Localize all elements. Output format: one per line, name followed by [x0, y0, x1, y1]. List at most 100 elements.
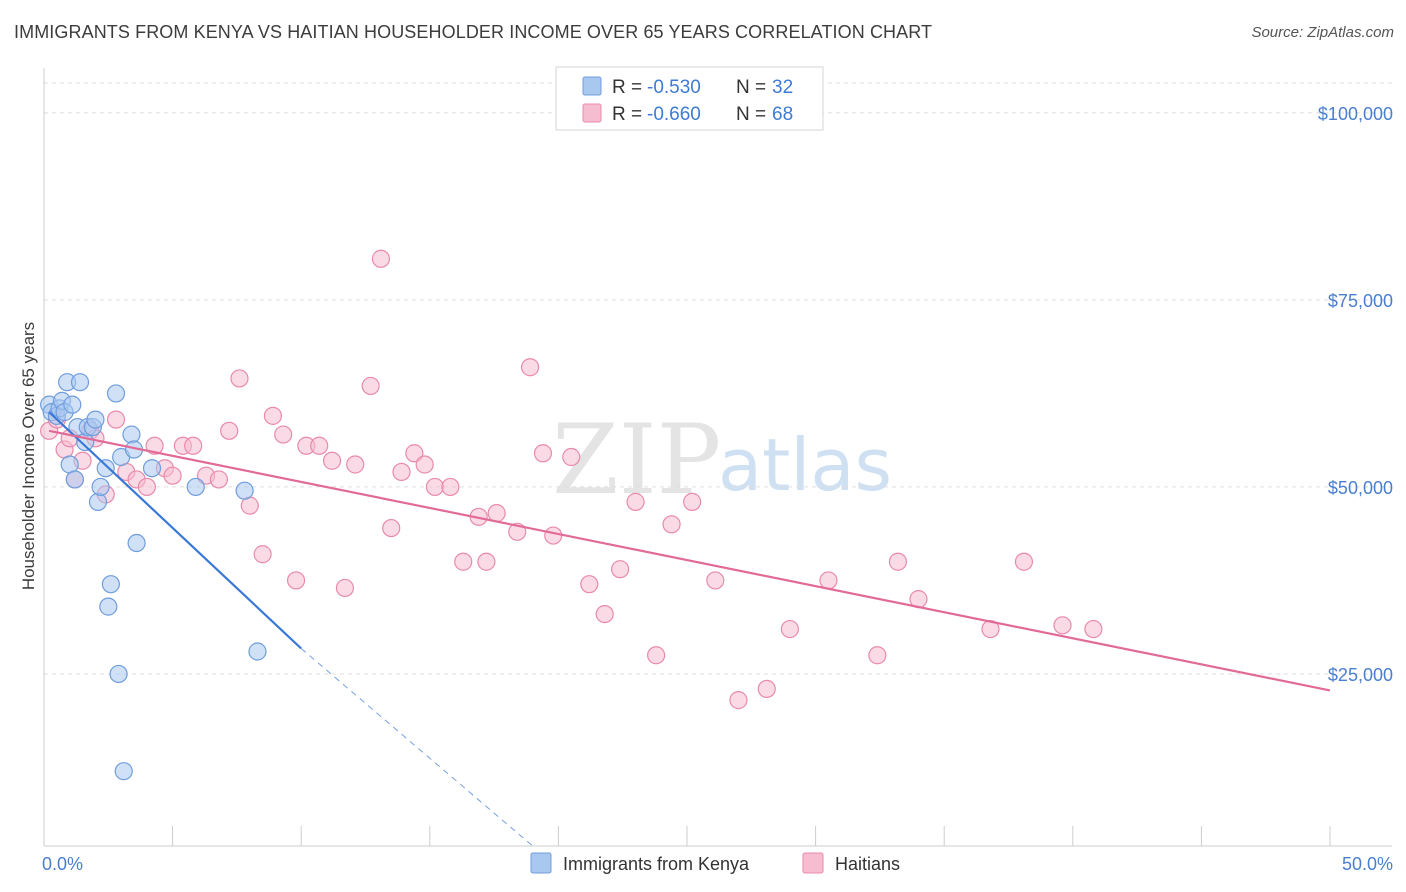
y-tick-label-2: $75,000	[1328, 291, 1393, 311]
kenya-point-24	[114, 762, 133, 781]
haiti-point-42	[477, 552, 496, 571]
y-tick-labels: $25,000 $50,000 $75,000 $100,000	[1318, 104, 1393, 685]
watermark-atlas: atlas	[718, 423, 892, 507]
haiti-point-56	[706, 571, 725, 590]
haiti-point-34	[382, 518, 401, 538]
kenya-point-30	[235, 481, 254, 500]
watermark: ZIP atlas	[552, 404, 892, 516]
haiti-point-35	[392, 462, 411, 482]
x-tick-label-1: 50.0%	[1342, 854, 1393, 874]
haiti-point-66	[1053, 616, 1072, 635]
haiti-point-46	[533, 444, 553, 463]
haiti-point-21	[230, 369, 249, 388]
haiti-point-59	[780, 619, 799, 639]
haiti-point-62	[888, 552, 908, 571]
haiti-point-49	[580, 575, 599, 594]
haiti-series-swatch	[802, 852, 824, 874]
kenya-point-27	[127, 533, 146, 553]
haiti-point-67	[1084, 619, 1103, 639]
haiti-point-23	[253, 545, 272, 564]
haiti-point-54	[662, 515, 681, 534]
haiti-point-25	[274, 425, 293, 444]
x-tick-labels: 0.0% 50.0%	[42, 854, 1393, 874]
kenya-series-label: Immigrants from Kenya	[563, 854, 750, 874]
kenya-n-label: N =	[736, 77, 766, 98]
haiti-point-58	[757, 679, 776, 699]
chart-title: IMMIGRANTS FROM KENYA VS HAITIAN HOUSEHO…	[14, 22, 933, 42]
x-ticks	[43, 826, 1331, 846]
haiti-point-55	[683, 492, 702, 511]
haiti-point-20	[220, 421, 239, 440]
kenya-trendline	[48, 411, 302, 650]
kenya-points	[40, 373, 267, 781]
haiti-point-19	[209, 470, 228, 489]
haiti-point-33	[371, 249, 391, 268]
haiti-point-51	[611, 560, 630, 579]
kenya-point-28	[142, 459, 162, 478]
source-credit: Source: ZipAtlas.com	[1251, 24, 1394, 41]
haiti-point-39	[441, 477, 460, 497]
haiti-point-48	[562, 447, 581, 467]
kenya-point-9	[65, 470, 84, 489]
kenya-point-17	[91, 477, 110, 497]
x-tick-label-0: 0.0%	[42, 854, 83, 874]
haiti-point-24	[263, 406, 283, 425]
kenya-point-29	[186, 477, 205, 497]
haiti-point-52	[626, 492, 645, 511]
haiti-point-30	[335, 578, 355, 598]
haiti-point-43	[487, 504, 506, 523]
y-tick-label-3: $100,000	[1318, 104, 1393, 124]
haiti-point-31	[346, 455, 365, 474]
haiti-point-13	[145, 436, 164, 455]
y-tick-label-1: $50,000	[1328, 478, 1393, 498]
trendlines	[48, 411, 1331, 847]
kenya-point-25	[122, 425, 141, 444]
kenya-trendline-extension	[300, 648, 534, 847]
kenya-series-swatch	[530, 852, 552, 874]
haiti-point-45	[521, 358, 540, 377]
haiti-point-28	[310, 436, 329, 455]
haiti-r-label: R =	[612, 104, 642, 125]
haiti-legend-swatch	[582, 103, 602, 123]
haiti-point-29	[322, 451, 342, 470]
series-legend: Immigrants from Kenya Haitians	[530, 852, 900, 874]
haiti-r-value: -0.660	[647, 104, 701, 125]
kenya-point-16	[88, 492, 108, 511]
haiti-point-12	[137, 477, 156, 497]
kenya-point-15	[86, 410, 105, 429]
haiti-point-17	[184, 436, 203, 455]
kenya-point-8	[63, 395, 82, 414]
kenya-legend-swatch	[582, 76, 602, 96]
kenya-n-value: 32	[772, 77, 793, 98]
kenya-point-11	[70, 373, 90, 392]
kenya-point-22	[109, 664, 128, 684]
haiti-trendline	[48, 429, 1331, 692]
stats-legend: R = -0.530 N = 32 R = -0.660 N = 68	[555, 66, 824, 131]
haiti-point-60	[819, 571, 838, 590]
haiti-point-40	[454, 552, 473, 571]
haiti-point-37	[415, 455, 434, 474]
haiti-point-9	[106, 410, 126, 429]
kenya-point-19	[99, 597, 118, 616]
haiti-point-38	[425, 477, 445, 497]
kenya-point-21	[106, 384, 126, 403]
kenya-point-31	[248, 642, 267, 661]
haiti-point-32	[361, 376, 380, 396]
haitians-points	[40, 249, 1103, 710]
haiti-point-15	[163, 466, 182, 485]
haiti-point-61	[868, 646, 887, 665]
haiti-point-53	[647, 646, 666, 665]
axes	[43, 68, 1392, 847]
haiti-point-47	[544, 526, 563, 545]
kenya-r-value: -0.530	[647, 77, 701, 98]
haiti-series-label: Haitians	[835, 854, 900, 874]
haiti-point-26	[286, 571, 306, 590]
haiti-point-50	[595, 604, 614, 624]
haiti-point-65	[1014, 552, 1034, 571]
kenya-point-18	[96, 459, 115, 478]
kenya-point-20	[101, 575, 120, 594]
y-axis-label: Householder Income Over 65 years	[19, 322, 38, 590]
haiti-point-36	[405, 444, 424, 463]
haiti-point-57	[729, 691, 748, 710]
